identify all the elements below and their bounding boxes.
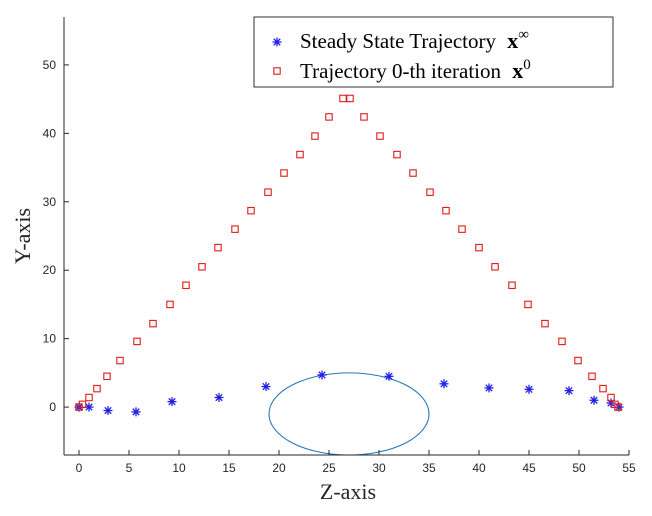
legend-label-initial-name: Trajectory 0-th iteration <box>300 59 502 83</box>
data-point-initial <box>78 400 87 409</box>
data-point-initial <box>311 132 319 140</box>
legend: Steady State Trajectory x∞ Trajectory 0-… <box>253 16 614 88</box>
x-tick-label: 45 <box>522 461 536 475</box>
data-point-initial <box>116 356 124 365</box>
data-point-initial <box>198 263 206 271</box>
data-point-initial <box>426 188 434 196</box>
x-tick-label: 50 <box>572 461 586 475</box>
series-initial-iteration <box>75 94 622 411</box>
data-point-initial <box>524 300 532 309</box>
x-tick-label: 30 <box>372 461 386 475</box>
legend-marker-initial <box>273 67 281 75</box>
data-point-initial <box>214 243 222 252</box>
y-tick-label: 20 <box>43 263 57 277</box>
data-point-steady <box>484 383 494 393</box>
legend-label-steady-superscript: ∞ <box>518 27 529 43</box>
data-point-initial <box>339 94 347 103</box>
data-point-initial <box>133 337 141 346</box>
data-point-steady <box>214 393 224 403</box>
tick-layer: 0 5 10 15 20 25 30 35 40 45 50 55 0 10 20 30 40 50 <box>43 58 636 475</box>
legend-asterisk-marker <box>272 37 282 47</box>
data-point-initial <box>409 169 417 177</box>
legend-label-initial: Trajectory 0-th iteration x0 <box>300 57 531 83</box>
x-axis-title: Z-axis <box>320 479 376 504</box>
legend-label-steady-symbol: x <box>507 28 518 53</box>
data-point-steady <box>564 386 574 396</box>
data-point-initial <box>458 225 466 233</box>
data-point-initial <box>85 393 93 402</box>
data-point-initial <box>93 384 101 393</box>
y-tick-label: 0 <box>49 400 56 414</box>
x-tick-label: 20 <box>272 461 286 475</box>
legend-label-initial-symbol: x <box>512 58 523 83</box>
data-point-steady <box>103 406 113 416</box>
x-tick-label: 55 <box>622 461 636 475</box>
data-point-initial <box>541 319 549 328</box>
data-point-initial <box>149 319 157 328</box>
data-point-initial <box>607 393 615 402</box>
data-point-steady <box>167 397 177 407</box>
data-point-initial <box>393 150 401 159</box>
data-point-steady <box>261 382 271 392</box>
x-tick-label: 5 <box>126 461 133 475</box>
axes <box>63 17 629 456</box>
data-point-initial <box>588 372 596 381</box>
data-point-steady <box>589 395 599 405</box>
data-point-initial <box>599 384 607 393</box>
x-tick-label: 25 <box>322 461 336 475</box>
legend-label-initial-superscript: 0 <box>523 57 531 73</box>
data-point-initial <box>491 263 499 271</box>
data-point-initial <box>182 281 190 290</box>
data-point-initial <box>166 300 174 309</box>
x-tick-label: 35 <box>422 461 436 475</box>
data-point-initial <box>103 372 111 381</box>
x-tick-label: 15 <box>222 461 236 475</box>
data-point-initial <box>346 94 354 103</box>
data-point-initial <box>614 403 622 411</box>
data-point-initial <box>475 243 483 252</box>
data-point-initial <box>247 206 255 215</box>
data-point-initial <box>325 113 333 121</box>
x-tick-label: 0 <box>76 461 83 475</box>
x-tick-label: 10 <box>172 461 186 475</box>
data-point-initial <box>376 132 384 140</box>
data-point-initial <box>574 356 582 365</box>
legend-box <box>253 16 614 88</box>
y-tick-label: 40 <box>43 126 57 140</box>
data-point-initial <box>442 206 450 215</box>
data-point-steady <box>439 379 449 389</box>
y-axis-title: Y-axis <box>10 208 35 264</box>
x-tick-label: 40 <box>472 461 486 475</box>
y-tick-label: 10 <box>43 332 57 346</box>
data-point-steady <box>524 384 534 394</box>
data-point-initial <box>360 113 368 121</box>
legend-marker-steady <box>272 37 282 47</box>
legend-label-steady-name: Steady State Trajectory <box>300 29 496 53</box>
data-point-steady <box>317 370 327 380</box>
y-tick-label: 50 <box>43 58 57 72</box>
y-tick-label: 30 <box>43 195 57 209</box>
data-point-initial <box>508 281 516 290</box>
data-point-steady <box>131 407 141 417</box>
data-point-initial <box>280 169 288 177</box>
legend-label-steady: Steady State Trajectory x∞ <box>300 27 529 53</box>
data-point-steady <box>384 371 394 381</box>
data-point-initial <box>558 337 566 346</box>
data-point-initial <box>264 188 272 196</box>
legend-square-marker <box>273 67 281 75</box>
data-point-initial <box>231 225 239 233</box>
data-point-initial <box>296 150 304 159</box>
series-layer <box>74 94 624 417</box>
